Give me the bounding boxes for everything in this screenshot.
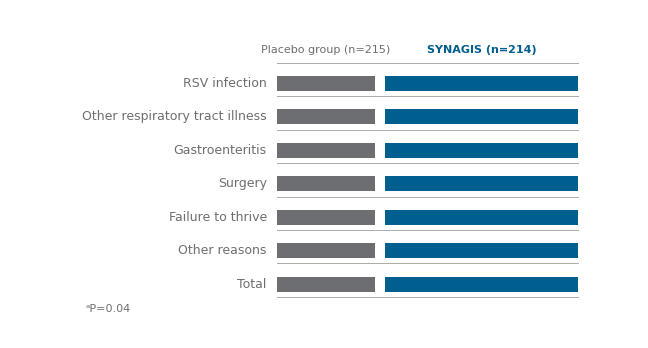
Text: Other reasons: Other reasons [178, 244, 267, 257]
Bar [277, 277, 375, 292]
Bar [385, 176, 578, 191]
Bar [277, 243, 375, 258]
Bar [385, 76, 578, 91]
Bar [385, 143, 578, 158]
Bar [385, 109, 578, 124]
Bar [277, 109, 375, 124]
Text: Failure to thrive: Failure to thrive [168, 211, 267, 224]
Text: Other respiratory tract illness: Other respiratory tract illness [82, 110, 267, 123]
Text: Total: Total [237, 278, 267, 291]
Text: Placebo group (n=215): Placebo group (n=215) [261, 45, 391, 55]
Bar [277, 76, 375, 91]
Text: Gastroenteritis: Gastroenteritis [174, 144, 267, 157]
Bar [277, 176, 375, 191]
Bar [277, 143, 375, 158]
Text: RSV infection: RSV infection [183, 77, 267, 90]
Bar [385, 210, 578, 225]
Bar [385, 243, 578, 258]
Bar [385, 277, 578, 292]
Text: SYNAGIS (n=214): SYNAGIS (n=214) [426, 45, 537, 55]
Text: ᵃP=0.04: ᵃP=0.04 [86, 304, 132, 314]
Text: Surgery: Surgery [218, 177, 267, 190]
Bar [277, 210, 375, 225]
